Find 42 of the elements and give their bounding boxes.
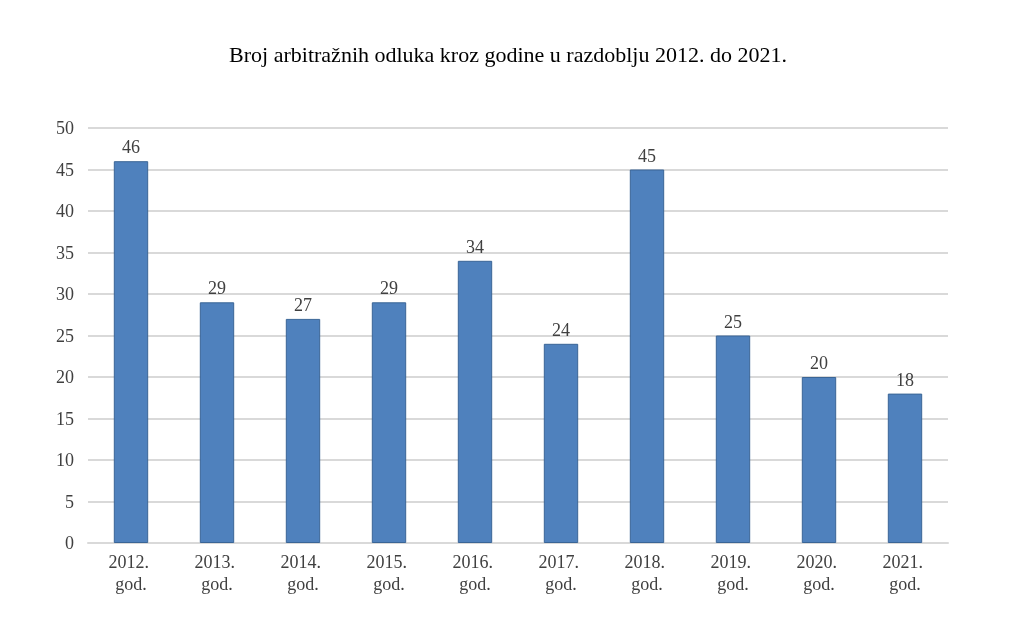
y-tick-label: 20 xyxy=(56,367,74,387)
bar xyxy=(887,393,923,543)
bar xyxy=(543,343,579,543)
x-tick-label: 2018. god. xyxy=(624,552,670,594)
y-tick-label: 10 xyxy=(56,450,74,470)
y-tick-label: 25 xyxy=(56,325,74,346)
bar xyxy=(715,335,751,543)
bar xyxy=(629,169,665,543)
bar xyxy=(199,302,235,543)
bar xyxy=(371,302,407,543)
data-label: 45 xyxy=(638,145,656,166)
data-label: 20 xyxy=(810,353,828,373)
bar xyxy=(285,318,321,543)
x-tick-label: 2019. god. xyxy=(710,552,756,594)
y-tick-label: 30 xyxy=(56,284,74,304)
x-tick-label: 2012. god. xyxy=(108,552,154,594)
data-label: 25 xyxy=(724,311,742,332)
y-tick-label: 45 xyxy=(56,159,74,180)
data-label: 27 xyxy=(294,294,312,315)
x-tick-label: 2016. god. xyxy=(452,552,498,594)
x-tick-label: 2021. god. xyxy=(882,552,928,594)
y-tick-label: 0 xyxy=(65,533,74,553)
bar xyxy=(801,377,837,543)
x-tick-label: 2015. god. xyxy=(366,552,412,594)
y-tick-label: 40 xyxy=(56,201,74,221)
y-tick-label: 35 xyxy=(56,242,74,263)
bar xyxy=(113,161,149,543)
x-tick-label: 2017. god. xyxy=(538,552,584,594)
bar xyxy=(457,260,493,543)
data-label: 24 xyxy=(552,319,570,340)
x-tick-label: 2020. god. xyxy=(796,552,842,594)
data-label: 18 xyxy=(896,369,914,390)
chart-title: Broj arbitražnih odluka kroz godine u razdoblju 2012. do 2021. xyxy=(229,41,787,67)
data-label: 29 xyxy=(208,278,226,299)
x-tick-label: 2014. god. xyxy=(280,552,326,594)
data-label: 29 xyxy=(380,278,398,299)
data-label: 34 xyxy=(466,236,484,257)
y-tick-label: 15 xyxy=(56,408,74,429)
x-tick-label: 2013. god. xyxy=(194,552,240,594)
y-tick-label: 5 xyxy=(65,491,74,512)
y-tick-label: 50 xyxy=(56,118,74,138)
data-label: 46 xyxy=(122,137,140,158)
